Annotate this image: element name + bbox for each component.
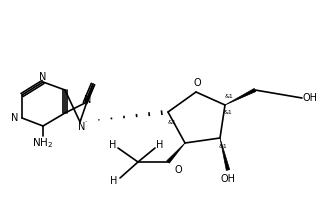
Text: OH: OH xyxy=(220,174,235,184)
Text: &1: &1 xyxy=(224,110,232,115)
Text: H: H xyxy=(109,140,117,150)
Polygon shape xyxy=(167,143,185,163)
Text: O: O xyxy=(193,78,201,88)
Text: O: O xyxy=(174,165,182,175)
Text: &1: &1 xyxy=(167,120,176,125)
Text: &1: &1 xyxy=(219,145,227,150)
Text: &1: &1 xyxy=(225,94,233,99)
Text: OH: OH xyxy=(302,93,317,103)
Text: N: N xyxy=(11,113,19,123)
Text: H: H xyxy=(110,176,118,186)
Text: N: N xyxy=(78,122,86,132)
Text: N: N xyxy=(84,95,92,105)
Polygon shape xyxy=(225,88,256,105)
Text: H: H xyxy=(156,140,164,150)
Polygon shape xyxy=(220,138,230,170)
Text: NH$_2$: NH$_2$ xyxy=(32,136,54,150)
Text: N: N xyxy=(39,72,47,82)
